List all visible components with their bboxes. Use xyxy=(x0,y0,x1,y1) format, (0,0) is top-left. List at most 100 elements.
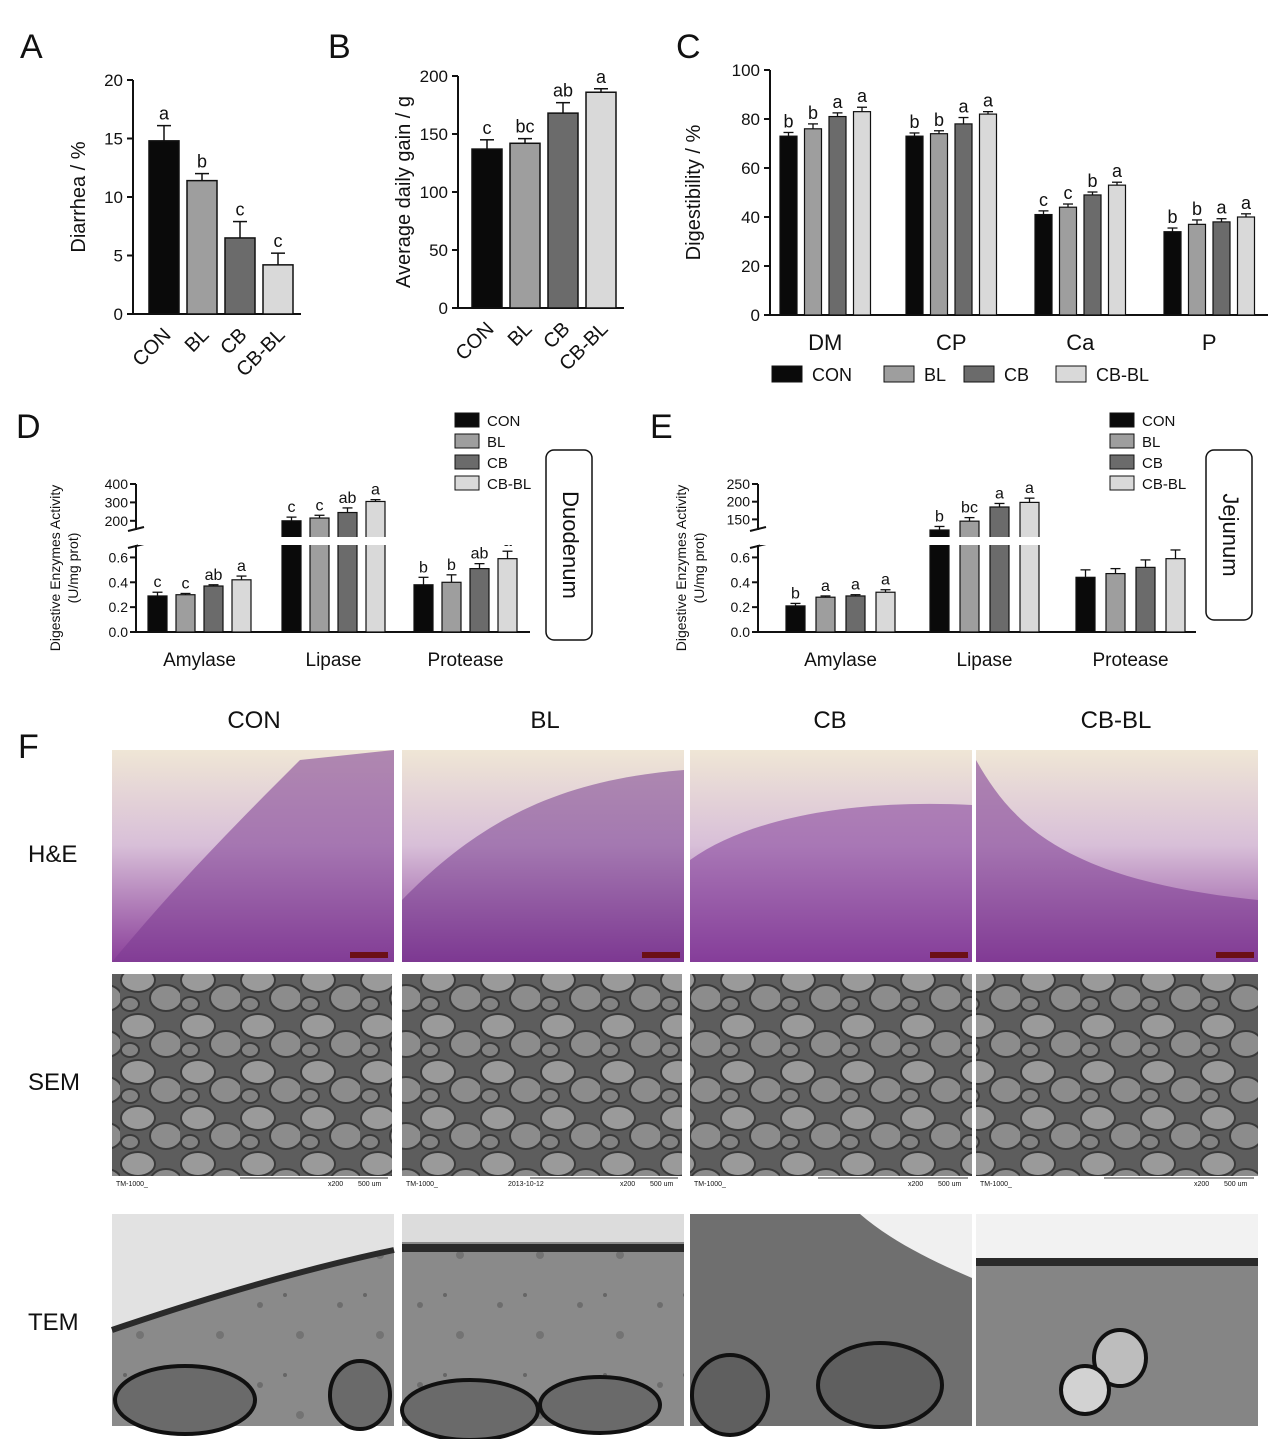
legend-label-bl: BL xyxy=(487,434,505,451)
bar-amylase-con xyxy=(785,605,806,633)
bar-dm-cb xyxy=(828,115,847,316)
sig-label: c xyxy=(182,575,190,592)
sig-label: a xyxy=(983,91,994,111)
y-axis-unit: (U/mg prot) xyxy=(65,533,81,604)
legend-label-bl: BL xyxy=(924,365,946,385)
legend-label-cb: CB xyxy=(487,455,508,472)
sig-label: b xyxy=(909,112,919,132)
sig-label-bl: b xyxy=(197,152,207,172)
sig-label: ab xyxy=(339,490,357,507)
bar-lipase-cb-bl xyxy=(1019,501,1040,633)
x-tick-label-lipase: Lipase xyxy=(957,650,1013,671)
sig-label: a xyxy=(1241,193,1252,213)
legend-swatch-con xyxy=(454,412,480,428)
axis-break-mark xyxy=(749,526,767,532)
svg-text:TM-1000_: TM-1000_ xyxy=(980,1181,1012,1188)
bar-amylase-bl xyxy=(815,596,836,633)
bar-dm-con xyxy=(779,135,798,316)
y-tick-label: 80 xyxy=(741,110,760,129)
svg-text:TM-1000_: TM-1000_ xyxy=(406,1181,438,1188)
y-tick-label: 300 xyxy=(105,494,129,510)
axis-break-mark xyxy=(127,526,145,532)
bar-p-con xyxy=(1163,231,1182,316)
y-tick-label: 150 xyxy=(420,125,448,144)
legend-swatch-cb-bl xyxy=(454,475,480,491)
bar-amylase-bl xyxy=(175,594,196,633)
column-label-cb-bl: CB-BL xyxy=(1081,707,1152,734)
x-tick-label-dm: DM xyxy=(808,330,842,355)
x-tick-label-amylase: Amylase xyxy=(163,650,236,671)
legend-label-con: CON xyxy=(1142,413,1175,430)
bar-protease-cb xyxy=(1135,566,1156,633)
tissue-label-box xyxy=(545,449,593,641)
sig-label: c xyxy=(288,499,296,516)
legend-swatch-cb xyxy=(454,454,480,470)
y-tick-label: 0.0 xyxy=(731,624,751,640)
svg-text:500 um: 500 um xyxy=(1224,1181,1248,1188)
panel-letter-f: F xyxy=(18,728,39,766)
y-tick-label: 0.6 xyxy=(731,549,751,565)
legend-swatch-con xyxy=(771,365,803,383)
y-tick-label: 20 xyxy=(104,71,123,90)
bar-lipase-cb xyxy=(989,506,1010,633)
y-tick-label: 100 xyxy=(420,183,448,202)
column-label-cb: CB xyxy=(813,707,846,734)
sig-label: b xyxy=(1087,171,1097,191)
sig-label: b xyxy=(419,559,428,576)
tissue-label: Jejunum xyxy=(1218,493,1243,576)
y-axis-label: Digestive Enzymes Activity xyxy=(47,485,63,652)
tissue-label-box xyxy=(1205,449,1253,621)
sig-label: a xyxy=(881,572,890,589)
legend-label-cb-bl: CB-BL xyxy=(1096,365,1149,385)
y-axis-label: Diarrhea / % xyxy=(68,141,90,252)
he-image-cb-bl xyxy=(976,750,1258,962)
sem-image-cb-bl: TM-1000_ x200 500 um xyxy=(976,974,1258,1188)
bar-protease-bl xyxy=(1105,572,1126,633)
x-tick-label-ca: Ca xyxy=(1066,330,1095,355)
sig-label-cb: c xyxy=(236,200,245,220)
bar-protease-cb-bl xyxy=(1165,558,1186,633)
sig-label: a xyxy=(1025,480,1034,497)
bar-ca-bl xyxy=(1058,206,1078,316)
row-label-sem: SEM xyxy=(28,1069,80,1096)
bar-ca-cb-bl xyxy=(1107,184,1127,316)
legend-swatch-con xyxy=(1109,412,1135,428)
x-tick-label-bl: BL xyxy=(504,318,537,351)
bar-p-cb-bl xyxy=(1236,216,1256,316)
bar-ca-cb xyxy=(1083,194,1102,316)
svg-text:x200: x200 xyxy=(328,1181,343,1188)
x-tick-label-p: P xyxy=(1202,330,1217,355)
sig-label: b xyxy=(791,585,800,602)
legend-label-bl: BL xyxy=(1142,434,1160,451)
bar-cp-cb xyxy=(954,123,973,316)
x-tick-label-con: CON xyxy=(452,318,499,365)
sig-label: a xyxy=(371,482,380,499)
bar-p-cb xyxy=(1212,221,1231,316)
he-image-cb xyxy=(690,750,972,962)
panel-letter-c: C xyxy=(676,28,701,66)
x-tick-label-con: CON xyxy=(129,324,176,371)
sig-label: bc xyxy=(961,500,978,517)
svg-text:x200: x200 xyxy=(620,1181,635,1188)
svg-text:500 um: 500 um xyxy=(938,1181,962,1188)
bar-cb-bl xyxy=(585,91,617,309)
panel-d-duodenum-enzymes-chart: 0.0 0.2 0.4 0.6 200 300 400 Digestive Enzymes A… xyxy=(47,412,593,671)
legend-swatch-bl xyxy=(883,365,915,383)
sig-label: c xyxy=(316,497,324,514)
y-tick-label: 0.6 xyxy=(109,549,129,565)
bar-amylase-cb-bl xyxy=(231,579,252,633)
legend-swatch-cb xyxy=(1109,454,1135,470)
y-tick-label: 200 xyxy=(727,494,751,510)
y-tick-label: 15 xyxy=(104,130,123,149)
sig-label: b xyxy=(1167,207,1177,227)
sig-label: a xyxy=(995,485,1004,502)
y-tick-label: 0.2 xyxy=(109,599,129,615)
sig-label: b xyxy=(934,110,944,130)
legend-label-cb: CB xyxy=(1142,455,1163,472)
legend-label-con: CON xyxy=(812,365,852,385)
tem-image-con xyxy=(111,1214,395,1436)
x-tick-label-cp: CP xyxy=(936,330,967,355)
sig-label: c xyxy=(1064,183,1073,203)
bar-p-bl xyxy=(1187,223,1207,316)
